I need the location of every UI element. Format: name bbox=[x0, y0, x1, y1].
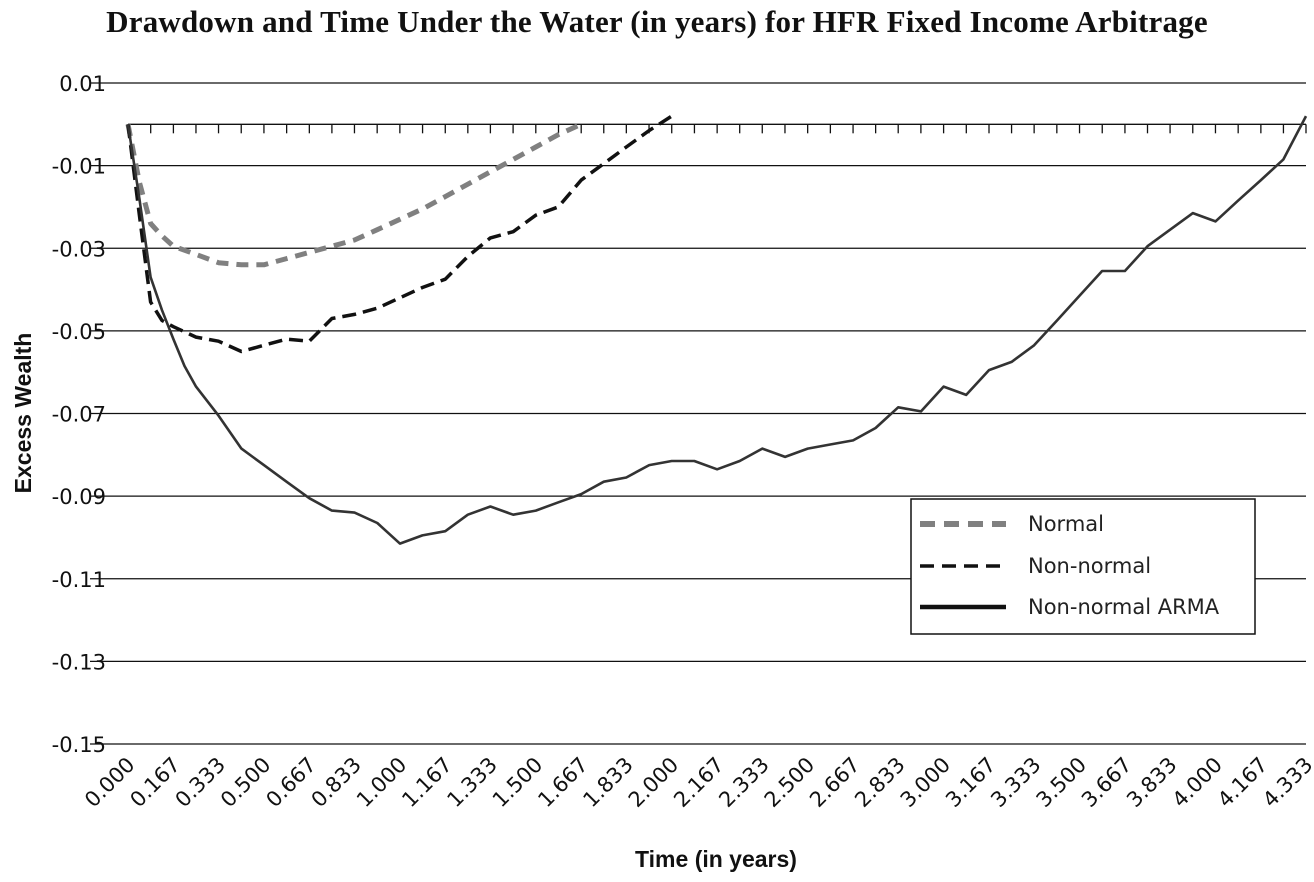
y-tick-label: -0.13 bbox=[52, 650, 106, 674]
y-tick-label: 0.01 bbox=[59, 72, 106, 96]
x-tick-label: 4.167 bbox=[1213, 753, 1272, 812]
x-tick-label: 3.000 bbox=[896, 753, 955, 812]
x-tick-label: 2.833 bbox=[850, 753, 909, 812]
y-tick-label: -0.01 bbox=[52, 155, 106, 179]
x-tick-label: 1.833 bbox=[578, 753, 637, 812]
x-axis-label: Time (in years) bbox=[635, 846, 797, 872]
x-tick-label: 2.167 bbox=[669, 753, 728, 812]
x-tick-label: 1.500 bbox=[488, 753, 547, 812]
x-tick-label: 4.333 bbox=[1258, 753, 1314, 812]
y-tick-label: -0.03 bbox=[52, 237, 106, 261]
series-lines bbox=[125, 114, 1308, 545]
x-tick-label: 0.833 bbox=[307, 753, 366, 812]
legend-label-non-normal-arma: Non-normal ARMA bbox=[1028, 595, 1220, 619]
y-tick-label: -0.07 bbox=[52, 403, 106, 427]
grid-lines bbox=[90, 82, 1306, 745]
x-tick-label: 2.333 bbox=[714, 753, 773, 812]
x-tick-label: 0.333 bbox=[171, 753, 230, 812]
legend: Normal Non-normal Non-normal ARMA bbox=[910, 498, 1256, 635]
x-tick-label: 0.500 bbox=[216, 753, 275, 812]
x-tick-label: 0.667 bbox=[261, 753, 320, 812]
x-tick-label: 0.000 bbox=[80, 753, 139, 812]
x-tick-label: 3.500 bbox=[1032, 753, 1091, 812]
x-tick-labels: 0.0000.1670.3330.5000.6670.8331.0001.167… bbox=[80, 753, 1314, 812]
chart-title: Drawdown and Time Under the Water (in ye… bbox=[106, 4, 1208, 39]
legend-label-normal: Normal bbox=[1028, 512, 1104, 536]
x-tick-label: 0.167 bbox=[125, 753, 184, 812]
y-tick-label: -0.05 bbox=[52, 320, 106, 344]
x-tick-label: 2.500 bbox=[760, 753, 819, 812]
x-tick-label: 1.667 bbox=[533, 753, 592, 812]
x-tick-label: 1.167 bbox=[397, 753, 456, 812]
x-tick-label: 1.333 bbox=[442, 753, 501, 812]
x-tick-label: 3.833 bbox=[1122, 753, 1181, 812]
legend-label-non-normal: Non-normal bbox=[1028, 554, 1151, 578]
x-tick-label: 2.667 bbox=[805, 753, 864, 812]
y-axis-label: Excess Wealth bbox=[10, 333, 36, 494]
series-line-normal bbox=[125, 122, 583, 268]
x-tick-label: 3.333 bbox=[986, 753, 1045, 812]
x-tick-label: 4.000 bbox=[1168, 753, 1227, 812]
y-tick-label: -0.09 bbox=[52, 485, 106, 509]
series-line-non-normal bbox=[126, 114, 673, 354]
x-tick-label: 3.167 bbox=[941, 753, 1000, 812]
x-tick-label: 2.000 bbox=[624, 753, 683, 812]
x-tick-marks bbox=[127, 123, 1307, 134]
x-tick-label: 3.667 bbox=[1077, 753, 1136, 812]
x-tick-label: 1.000 bbox=[352, 753, 411, 812]
y-tick-label: -0.15 bbox=[52, 733, 106, 757]
series-line-non-normal-arma bbox=[126, 115, 1308, 545]
y-tick-label: -0.11 bbox=[52, 568, 106, 592]
y-tick-labels: 0.01 -0.01 -0.03 -0.05 -0.07 -0.09 -0.11 -0.13 -… bbox=[52, 72, 106, 757]
